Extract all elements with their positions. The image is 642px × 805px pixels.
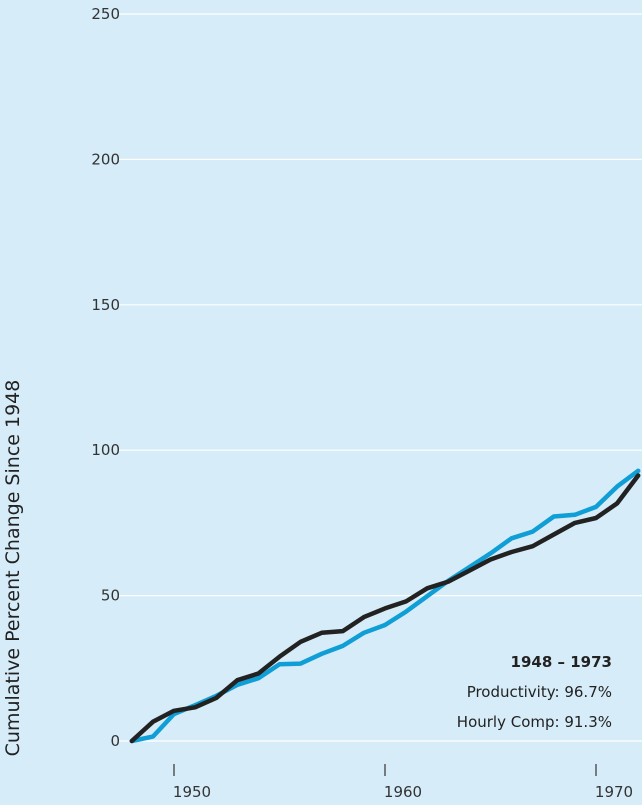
y-tick-label-0: 0 [110, 732, 120, 750]
x-tick-label-1950: 1950 [173, 783, 211, 801]
y-tick-label-50: 50 [101, 587, 120, 605]
x-tick-label-1970: 1970 [595, 783, 633, 801]
y-axis-label: Cumulative Percent Change Since 1948 [2, 380, 24, 757]
x-tick-label-1960: 1960 [384, 783, 422, 801]
series-line-hourly-comp [129, 473, 641, 744]
y-tick-label-200: 200 [91, 150, 120, 168]
series-lines [129, 468, 641, 744]
annotation-hourly-comp: Hourly Comp: 91.3% [457, 713, 612, 731]
y-tick-labels: 0 50 100 150 200 250 [91, 5, 120, 750]
gridlines [118, 13, 642, 742]
y-tick-label-100: 100 [91, 441, 120, 459]
annotation-title: 1948 – 1973 [511, 653, 612, 671]
x-ticks: 1950 1960 1970 [173, 764, 633, 801]
annotation: 1948 – 1973 Productivity: 96.7% Hourly C… [457, 653, 612, 731]
y-tick-label-250: 250 [91, 5, 120, 23]
y-tick-label-150: 150 [91, 296, 120, 314]
annotation-productivity: Productivity: 96.7% [467, 683, 612, 701]
